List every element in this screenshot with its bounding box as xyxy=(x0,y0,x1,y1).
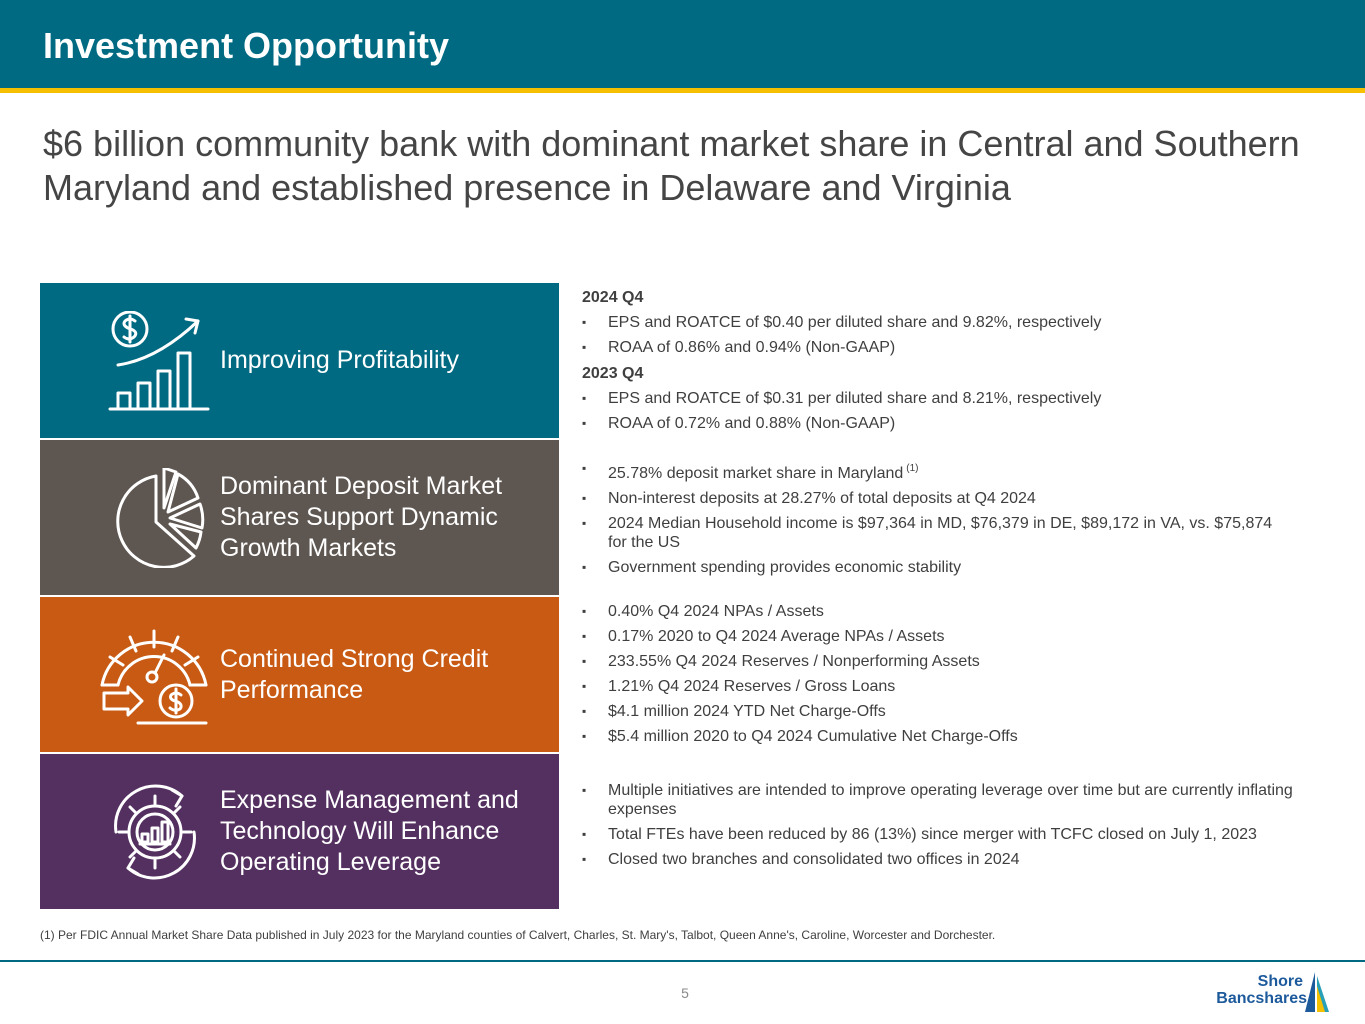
list-item: 2024 Median Household income is $97,364 … xyxy=(582,514,1282,552)
list-item: $5.4 million 2020 to Q4 2024 Cumulative … xyxy=(582,727,1322,746)
sail-icon xyxy=(1305,972,1329,1012)
header-accent-rule xyxy=(0,88,1365,93)
bullet-text: 25.78% deposit market share in Maryland xyxy=(608,465,904,482)
list-item: Government spending provides economic st… xyxy=(582,558,1282,577)
company-logo: Shore Bancshares xyxy=(1216,970,1333,1016)
list-item: EPS and ROATCE of $0.31 per diluted shar… xyxy=(582,389,1322,408)
list-item: Non-interest deposits at 28.27% of total… xyxy=(582,489,1282,508)
bullet-list-2024-q4: EPS and ROATCE of $0.40 per diluted shar… xyxy=(582,313,1322,363)
list-item: Total FTEs have been reduced by 86 (13%)… xyxy=(582,825,1322,844)
tile-label: Dominant Deposit Market Shares Support D… xyxy=(220,472,503,562)
list-item: 1.21% Q4 2024 Reserves / Gross Loans xyxy=(582,677,1322,696)
section-title-2023-q4: 2023 Q4 xyxy=(582,365,644,382)
bullet-list-credit: 0.40% Q4 2024 NPAs / Assets 0.17% 2020 t… xyxy=(582,602,1322,752)
gear-chart-icon xyxy=(98,782,210,882)
list-item: 25.78% deposit market share in Maryland(… xyxy=(582,459,1282,483)
tile-credit-performance: Continued Strong Credit Performance xyxy=(40,597,559,752)
tile-label: Continued Strong Credit Performance xyxy=(220,644,489,704)
page-number: 5 xyxy=(681,985,689,1001)
list-item: $4.1 million 2024 YTD Net Charge-Offs xyxy=(582,702,1322,721)
list-item: ROAA of 0.72% and 0.88% (Non-GAAP) xyxy=(582,414,1322,433)
footnote: (1) Per FDIC Annual Market Share Data pu… xyxy=(40,928,996,942)
tile-dominant-deposit: Dominant Deposit Market Shares Support D… xyxy=(40,440,559,595)
tile-label: Improving Profitability xyxy=(220,346,459,374)
list-item: 0.17% 2020 to Q4 2024 Average NPAs / Ass… xyxy=(582,627,1322,646)
bullet-list-2023-q4: EPS and ROATCE of $0.31 per diluted shar… xyxy=(582,389,1322,439)
list-item: ROAA of 0.86% and 0.94% (Non-GAAP) xyxy=(582,338,1322,357)
logo-text-line2: Bancshares xyxy=(1216,990,1307,1007)
headline: $6 billion community bank with dominant … xyxy=(43,123,1300,208)
list-item: 233.55% Q4 2024 Reserves / Nonperforming… xyxy=(582,652,1322,671)
pie-chart-icon xyxy=(98,466,210,569)
list-item: Closed two branches and consolidated two… xyxy=(582,850,1322,869)
credit-gauge-icon xyxy=(98,625,210,725)
logo-text-line1: Shore xyxy=(1257,973,1303,990)
list-item: Multiple initiatives are intended to imp… xyxy=(582,781,1322,819)
bullet-list-expense: Multiple initiatives are intended to imp… xyxy=(582,781,1322,875)
page-title: Investment Opportunity xyxy=(43,25,450,66)
profit-growth-icon xyxy=(98,310,210,411)
section-title-2024-q4: 2024 Q4 xyxy=(582,289,644,306)
tile-label: Expense Management and Technology Will E… xyxy=(220,786,519,876)
header-bar: Investment Opportunity xyxy=(0,0,1365,88)
tile-improving-profitability: Improving Profitability xyxy=(40,283,559,438)
bullet-list-deposits: 25.78% deposit market share in Maryland(… xyxy=(582,459,1282,583)
tile-expense-management: Expense Management and Technology Will E… xyxy=(40,754,559,909)
footer-rule xyxy=(0,960,1365,962)
list-item: EPS and ROATCE of $0.40 per diluted shar… xyxy=(582,313,1322,332)
list-item: 0.40% Q4 2024 NPAs / Assets xyxy=(582,602,1322,621)
footnote-ref: (1) xyxy=(906,463,919,474)
